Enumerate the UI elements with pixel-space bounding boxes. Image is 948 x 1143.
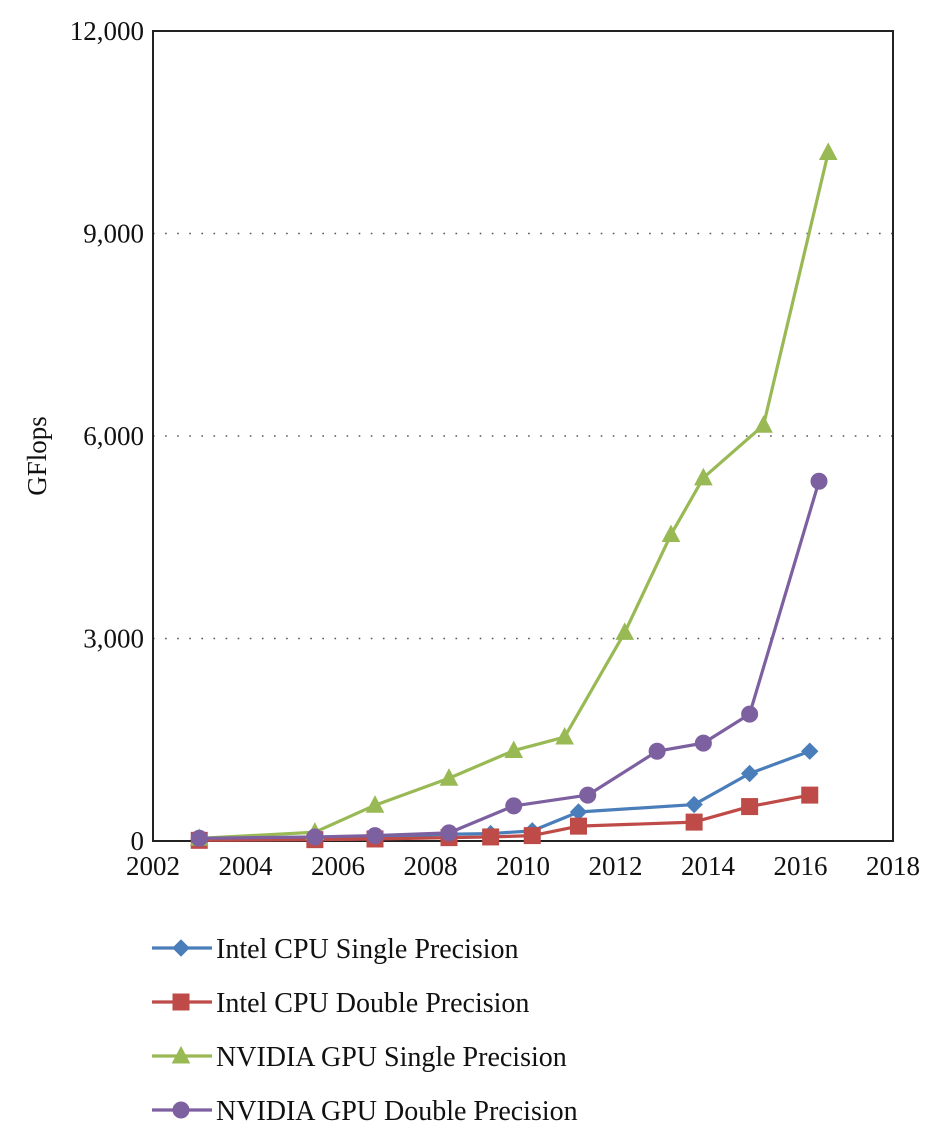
legend-item: Intel CPU Single Precision — [152, 934, 519, 965]
x-tick-label: 2014 — [681, 851, 736, 881]
data-point-square — [570, 817, 587, 835]
data-point-square — [523, 827, 541, 845]
series-line — [199, 749, 811, 842]
data-point-circle — [190, 829, 208, 847]
data-point-triangle — [694, 467, 713, 486]
data-point-square — [482, 828, 500, 846]
legend-item: NVIDIA GPU Double Precision — [152, 1096, 578, 1127]
x-tick-label: 2012 — [589, 851, 643, 881]
legend-item: NVIDIA GPU Single Precision — [152, 1042, 567, 1073]
series-nvidia-gpu-double-precision — [190, 472, 828, 847]
data-point-circle — [440, 824, 458, 842]
data-point-triangle — [818, 142, 838, 160]
data-point-diamond — [801, 742, 819, 760]
series-intel-cpu-double-precision — [190, 786, 819, 849]
data-point-circle — [648, 742, 666, 760]
series-intel-cpu-single-precision — [190, 742, 819, 849]
series-nvidia-gpu-single-precision — [189, 142, 838, 846]
legend-label: Intel CPU Single Precision — [216, 934, 519, 965]
legend-marker-square — [172, 993, 190, 1011]
legend-marker-triangle — [171, 1045, 191, 1064]
y-axis-title: GFlops — [22, 416, 52, 496]
legend-item: Intel CPU Double Precision — [152, 988, 529, 1019]
data-point-square — [741, 798, 759, 816]
x-tick-label: 2008 — [404, 851, 458, 881]
data-point-circle — [579, 786, 597, 804]
data-point-triangle — [661, 524, 681, 543]
x-tick-label: 2018 — [866, 851, 920, 881]
data-point-circle — [505, 797, 523, 815]
x-axis-tick-labels: 2002 2004 2006 2008 2010 2012 2014 2016 2018 — [126, 851, 920, 881]
gridlines — [153, 232, 893, 640]
legend-label: NVIDIA GPU Double Precision — [216, 1096, 578, 1127]
data-point-diamond — [569, 803, 588, 821]
data-point-diamond — [740, 764, 759, 783]
data-point-circle — [741, 705, 759, 723]
y-tick-label: 9,000 — [83, 219, 144, 249]
series-line — [199, 480, 821, 840]
plot-area-frame — [152, 30, 894, 842]
data-point-triangle — [555, 726, 574, 745]
legend-label: NVIDIA GPU Single Precision — [216, 1042, 567, 1073]
x-tick-label: 2010 — [496, 851, 550, 881]
data-point-triangle — [615, 622, 635, 640]
x-tick-label: 2002 — [126, 851, 180, 881]
y-tick-label: 0 — [131, 826, 145, 856]
legend-marker-diamond — [172, 939, 190, 957]
y-axis-tick-labels: 0 3,000 6,000 9,000 12,000 — [70, 16, 144, 856]
y-tick-label: 6,000 — [83, 421, 144, 451]
data-point-square — [685, 813, 703, 831]
x-tick-label: 2016 — [774, 851, 828, 881]
y-tick-label: 3,000 — [83, 624, 144, 654]
x-tick-label: 2006 — [311, 851, 365, 881]
legend-marker-circle — [172, 1101, 190, 1119]
legend-label: Intel CPU Double Precision — [216, 988, 529, 1019]
series-line — [199, 793, 811, 842]
legend: Intel CPU Single Precision Intel CPU Doub… — [152, 934, 578, 1127]
data-point-circle — [694, 734, 712, 752]
data-point-diamond — [685, 795, 703, 814]
data-point-circle — [306, 828, 324, 846]
series-line — [199, 152, 830, 840]
data-point-triangle — [504, 740, 524, 759]
x-tick-label: 2004 — [219, 851, 274, 881]
data-point-triangle — [365, 795, 385, 813]
y-tick-label: 12,000 — [70, 16, 144, 46]
data-point-circle — [810, 472, 828, 490]
data-point-triangle — [754, 415, 773, 433]
data-point-circle — [366, 827, 384, 845]
data-point-triangle — [439, 768, 459, 786]
data-point-square — [801, 786, 819, 804]
series-lines — [189, 142, 838, 849]
